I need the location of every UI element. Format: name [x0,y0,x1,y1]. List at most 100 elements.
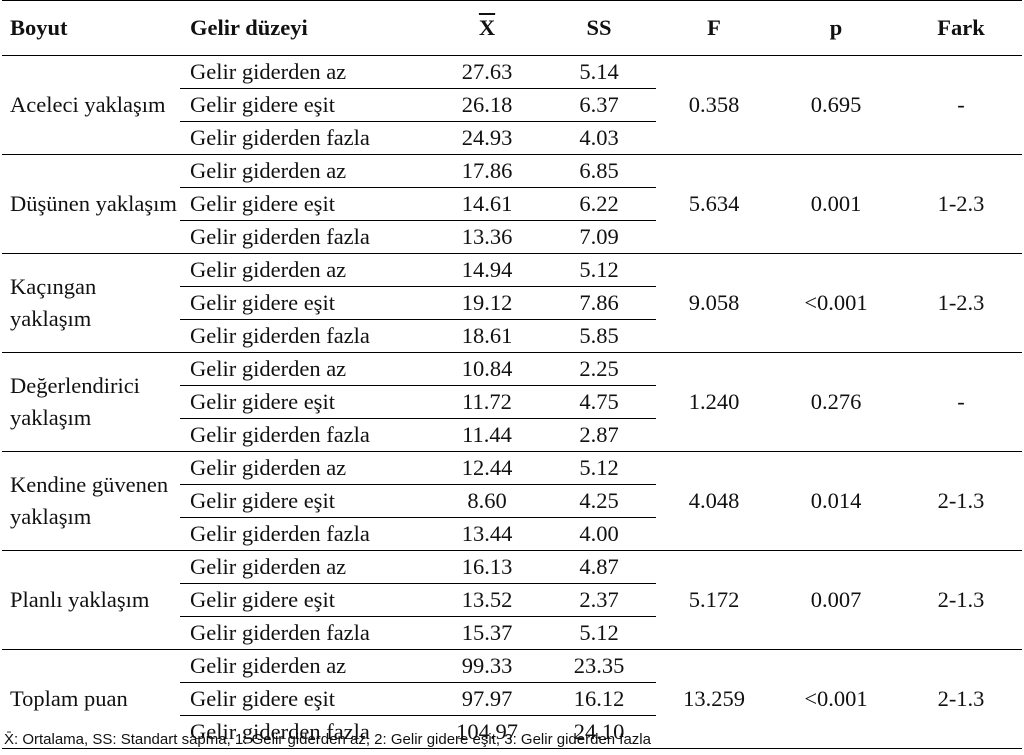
p-cell: 0.276 [772,352,900,452]
ss-cell: 4.03 [542,121,656,155]
f-cell: 5.634 [656,154,772,254]
fark-cell: 2-1.3 [900,550,1022,650]
ss-cell: 6.37 [542,88,656,122]
income-level-cell: Gelir giderden fazla [180,517,432,551]
mean-cell: 17.86 [432,154,542,188]
mean-cell: 26.18 [432,88,542,122]
header-gelir-duzeyi: Gelir düzeyi [180,0,432,56]
f-cell: 0.358 [656,55,772,155]
ss-cell: 24.10 [542,715,656,749]
ss-cell: 2.87 [542,418,656,452]
dimension-cell: Düşünen yaklaşım [2,154,180,254]
f-cell: 9.058 [656,253,772,353]
p-cell: 0.695 [772,55,900,155]
p-cell: 0.007 [772,550,900,650]
table-row: Düşünen yaklaşım Gelir giderden az 17.86 6.… [2,154,1022,254]
income-level-cell: Gelir gidere eşit [180,583,432,617]
table-row: Gelir gidere eşit 13.52 2.37 [2,583,1022,617]
table-row: Kaçıngan yaklaşım Gelir giderden az 14.94 5… [2,253,1022,353]
header-f: F [656,0,772,56]
p-cell: 0.001 [772,154,900,254]
fark-cell: 1-2.3 [900,253,1022,353]
table-row: Aceleci yaklaşım Gelir giderden az 27.63 5.… [2,55,1022,155]
income-level-cell: Gelir giderden fazla [180,715,432,749]
income-level-cell: Gelir gidere eşit [180,682,432,716]
table-row: Gelir gidere eşit 19.12 7.86 [2,286,1022,320]
p-cell: <0.001 [772,253,900,353]
income-level-cell: Gelir giderden az [180,451,432,485]
income-level-cell: Gelir giderden fazla [180,121,432,155]
mean-cell: 15.37 [432,616,542,650]
ss-cell: 7.86 [542,286,656,320]
f-cell: 5.172 [656,550,772,650]
mean-cell: 12.44 [432,451,542,485]
table-row: Gelir gidere eşit 26.18 6.37 [2,88,1022,122]
f-cell: 1.240 [656,352,772,452]
mean-cell: 11.44 [432,418,542,452]
table-row: Gelir giderden fazla 15.37 5.12 [2,616,1022,650]
ss-cell: 4.75 [542,385,656,419]
ss-cell: 2.25 [542,352,656,386]
ss-cell: 2.37 [542,583,656,617]
mean-cell: 16.13 [432,550,542,584]
income-level-cell: Gelir giderden fazla [180,220,432,254]
mean-cell: 13.52 [432,583,542,617]
income-level-cell: Gelir giderden az [180,352,432,386]
income-level-cell: Gelir giderden fazla [180,616,432,650]
mean-cell: 99.33 [432,649,542,683]
fark-cell: 2-1.3 [900,451,1022,551]
table-row: Planlı yaklaşım Gelir giderden az 16.13 4.8… [2,550,1022,650]
income-level-cell: Gelir giderden az [180,55,432,89]
mean-symbol: X [478,15,496,40]
table-row: Gelir gidere eşit 8.60 4.25 [2,484,1022,518]
income-level-cell: Gelir giderden fazla [180,418,432,452]
dimension-cell: Planlı yaklaşım [2,550,180,650]
mean-cell: 27.63 [432,55,542,89]
income-level-cell: Gelir giderden az [180,154,432,188]
mean-cell: 104.97 [432,715,542,749]
header-boyut: Boyut [2,0,180,56]
p-cell: <0.001 [772,649,900,749]
ss-cell: 16.12 [542,682,656,716]
header-ss: SS [542,0,656,56]
mean-cell: 8.60 [432,484,542,518]
fark-cell: 1-2.3 [900,154,1022,254]
ss-cell: 5.12 [542,616,656,650]
f-cell: 13.259 [656,649,772,749]
table-row: Gelir giderden fazla 18.61 5.85 [2,319,1022,353]
table-row: Gelir giderden fazla 13.36 7.09 [2,220,1022,254]
table-row: Gelir giderden fazla 13.44 4.00 [2,517,1022,551]
ss-cell: 5.85 [542,319,656,353]
dimension-cell: Kaçıngan yaklaşım [2,253,180,353]
table-row: Değerlendirici yaklaşım Gelir giderden az… [2,352,1022,452]
ss-cell: 5.12 [542,451,656,485]
header-p: p [772,0,900,56]
income-level-cell: Gelir giderden az [180,550,432,584]
ss-cell: 7.09 [542,220,656,254]
mean-cell: 14.61 [432,187,542,221]
mean-cell: 24.93 [432,121,542,155]
ss-cell: 5.14 [542,55,656,89]
ss-cell: 23.35 [542,649,656,683]
table-row: Gelir giderden fazla 11.44 2.87 [2,418,1022,452]
mean-cell: 10.84 [432,352,542,386]
fark-cell: - [900,55,1022,155]
p-cell: 0.014 [772,451,900,551]
income-level-cell: Gelir giderden az [180,649,432,683]
mean-cell: 18.61 [432,319,542,353]
mean-cell: 13.44 [432,517,542,551]
ss-cell: 5.12 [542,253,656,287]
income-level-cell: Gelir gidere eşit [180,88,432,122]
ss-cell: 6.85 [542,154,656,188]
dimension-cell: Toplam puan [2,649,180,749]
table-row: Gelir gidere eşit 97.97 16.12 [2,682,1022,716]
dimension-cell: Kendine güvenen yaklaşım [2,451,180,551]
dimension-cell: Değerlendirici yaklaşım [2,352,180,452]
table-row: Kendine güvenen yaklaşım Gelir giderden a… [2,451,1022,551]
table-row: Gelir gidere eşit 14.61 6.22 [2,187,1022,221]
mean-cell: 14.94 [432,253,542,287]
table-row: Gelir giderden fazla 24.93 4.03 [2,121,1022,155]
footnote: X̄: Ortalama, SS: Standart sapma, 1: Gel… [4,731,651,748]
